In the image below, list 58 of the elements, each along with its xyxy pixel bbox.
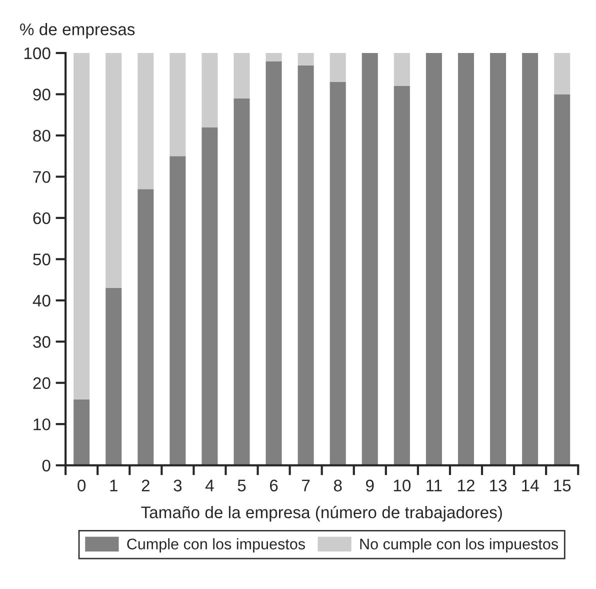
bar <box>490 53 506 466</box>
bar <box>554 53 570 94</box>
y-axis-title: % de empresas <box>20 23 135 39</box>
bar <box>522 53 538 466</box>
bar <box>298 65 314 466</box>
x-tick-label: 9 <box>366 480 374 492</box>
x-axis-title: Tamaño de la empresa (número de trabajadores) <box>141 506 502 522</box>
y-tick-label: 10 <box>34 418 50 430</box>
x-tick-label: 3 <box>174 480 182 492</box>
bar <box>170 53 186 156</box>
bar <box>202 127 218 466</box>
bar <box>394 86 410 466</box>
bar <box>458 53 474 466</box>
bar <box>74 53 90 400</box>
y-tick-label: 100 <box>24 47 50 60</box>
x-tick-label: 15 <box>554 480 571 492</box>
x-tick-label: 7 <box>302 480 310 492</box>
bar <box>426 53 442 466</box>
bar <box>330 82 346 466</box>
bar <box>74 399 90 466</box>
y-tick-label: 90 <box>33 88 50 100</box>
x-tick-label: 4 <box>205 480 214 492</box>
y-tick-label: 20 <box>33 377 50 390</box>
x-tick-label: 10 <box>394 480 411 492</box>
x-tick-label: 11 <box>426 480 442 492</box>
y-tick-label: 0 <box>42 460 50 472</box>
bar <box>170 156 186 466</box>
bar <box>330 53 346 82</box>
x-tick-label: 8 <box>334 480 342 492</box>
bar <box>202 53 218 128</box>
x-tick-label: 12 <box>458 480 474 492</box>
legend-label: No cumple con los impuestos <box>360 538 558 552</box>
bar <box>234 98 250 466</box>
x-tick-label: 5 <box>238 480 246 492</box>
bar <box>106 288 122 466</box>
bar <box>266 61 282 466</box>
bar <box>362 53 378 466</box>
legend-label: Cumple con los impuestos <box>127 538 305 552</box>
x-tick-label: 6 <box>270 480 278 492</box>
y-tick-label: 30 <box>33 336 50 348</box>
y-tick-label: 80 <box>33 130 50 142</box>
x-tick-label: 13 <box>490 480 507 492</box>
y-tick-label: 40 <box>32 294 50 307</box>
bar <box>138 189 154 466</box>
x-tick-label: 2 <box>142 480 150 492</box>
y-tick-label: 50 <box>33 254 50 266</box>
x-tick-label: 0 <box>78 480 86 492</box>
bar <box>554 94 570 466</box>
x-tick-label: 14 <box>522 480 539 492</box>
x-tick-label: 1 <box>110 480 118 492</box>
bar <box>234 53 250 98</box>
y-tick-label: 70 <box>33 171 50 183</box>
y-tick-label: 60 <box>33 212 50 224</box>
bar <box>138 53 154 190</box>
bar <box>266 53 282 62</box>
bar <box>106 53 122 288</box>
bar <box>298 53 314 66</box>
bar <box>394 53 410 86</box>
